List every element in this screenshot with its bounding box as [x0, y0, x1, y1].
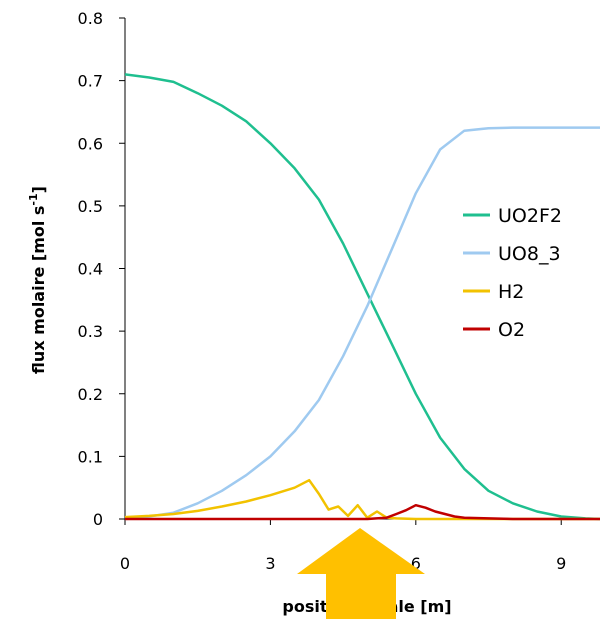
- legend-label: O2: [498, 319, 525, 341]
- y-tick-label: 0.6: [78, 134, 103, 153]
- legend: UO2F2 UO8_3 H2 O2: [463, 205, 562, 341]
- x-tick-label: 3: [265, 554, 275, 573]
- y-axis-title-close: ]: [29, 186, 48, 193]
- annotation-arrow: [297, 528, 425, 619]
- chart-axes: 0 0.1 0.2 0.3 0.4 0.5 0.6 0.7 0.8 0 3 6 9: [78, 9, 600, 573]
- series-line-o2: [125, 503, 600, 521]
- y-tick-label: 0.5: [78, 197, 103, 216]
- y-tick-label: 0.1: [78, 447, 103, 466]
- y-tick-label: 0: [93, 510, 103, 529]
- series-line-h2: [124, 478, 600, 521]
- y-axis-title: flux molaire [mol s-1]: [27, 186, 48, 374]
- legend-label: H2: [498, 281, 524, 303]
- y-tick-label: 0.7: [78, 72, 103, 91]
- series-line-uo8-3: [124, 126, 600, 521]
- y-tick-label: 0.4: [78, 260, 103, 279]
- up-arrow-icon: [297, 528, 425, 619]
- series-line-uo2f2: [124, 73, 600, 521]
- legend-label: UO8_3: [498, 243, 561, 265]
- series-layer: [124, 73, 600, 521]
- legend-label: UO2F2: [498, 205, 562, 227]
- y-tick-label: 0.3: [78, 322, 103, 341]
- y-tick-label: 0.2: [78, 385, 103, 404]
- y-axis-title-main: flux molaire [mol s: [29, 206, 48, 374]
- y-axis-title-superscript: -1: [27, 193, 40, 205]
- x-tick-label: 0: [120, 554, 130, 573]
- y-ticks: 0 0.1 0.2 0.3 0.4 0.5 0.6 0.7 0.8: [78, 9, 125, 529]
- x-tick-label: 6: [411, 554, 421, 573]
- y-tick-label: 0.8: [78, 9, 103, 28]
- x-tick-label: 9: [556, 554, 566, 573]
